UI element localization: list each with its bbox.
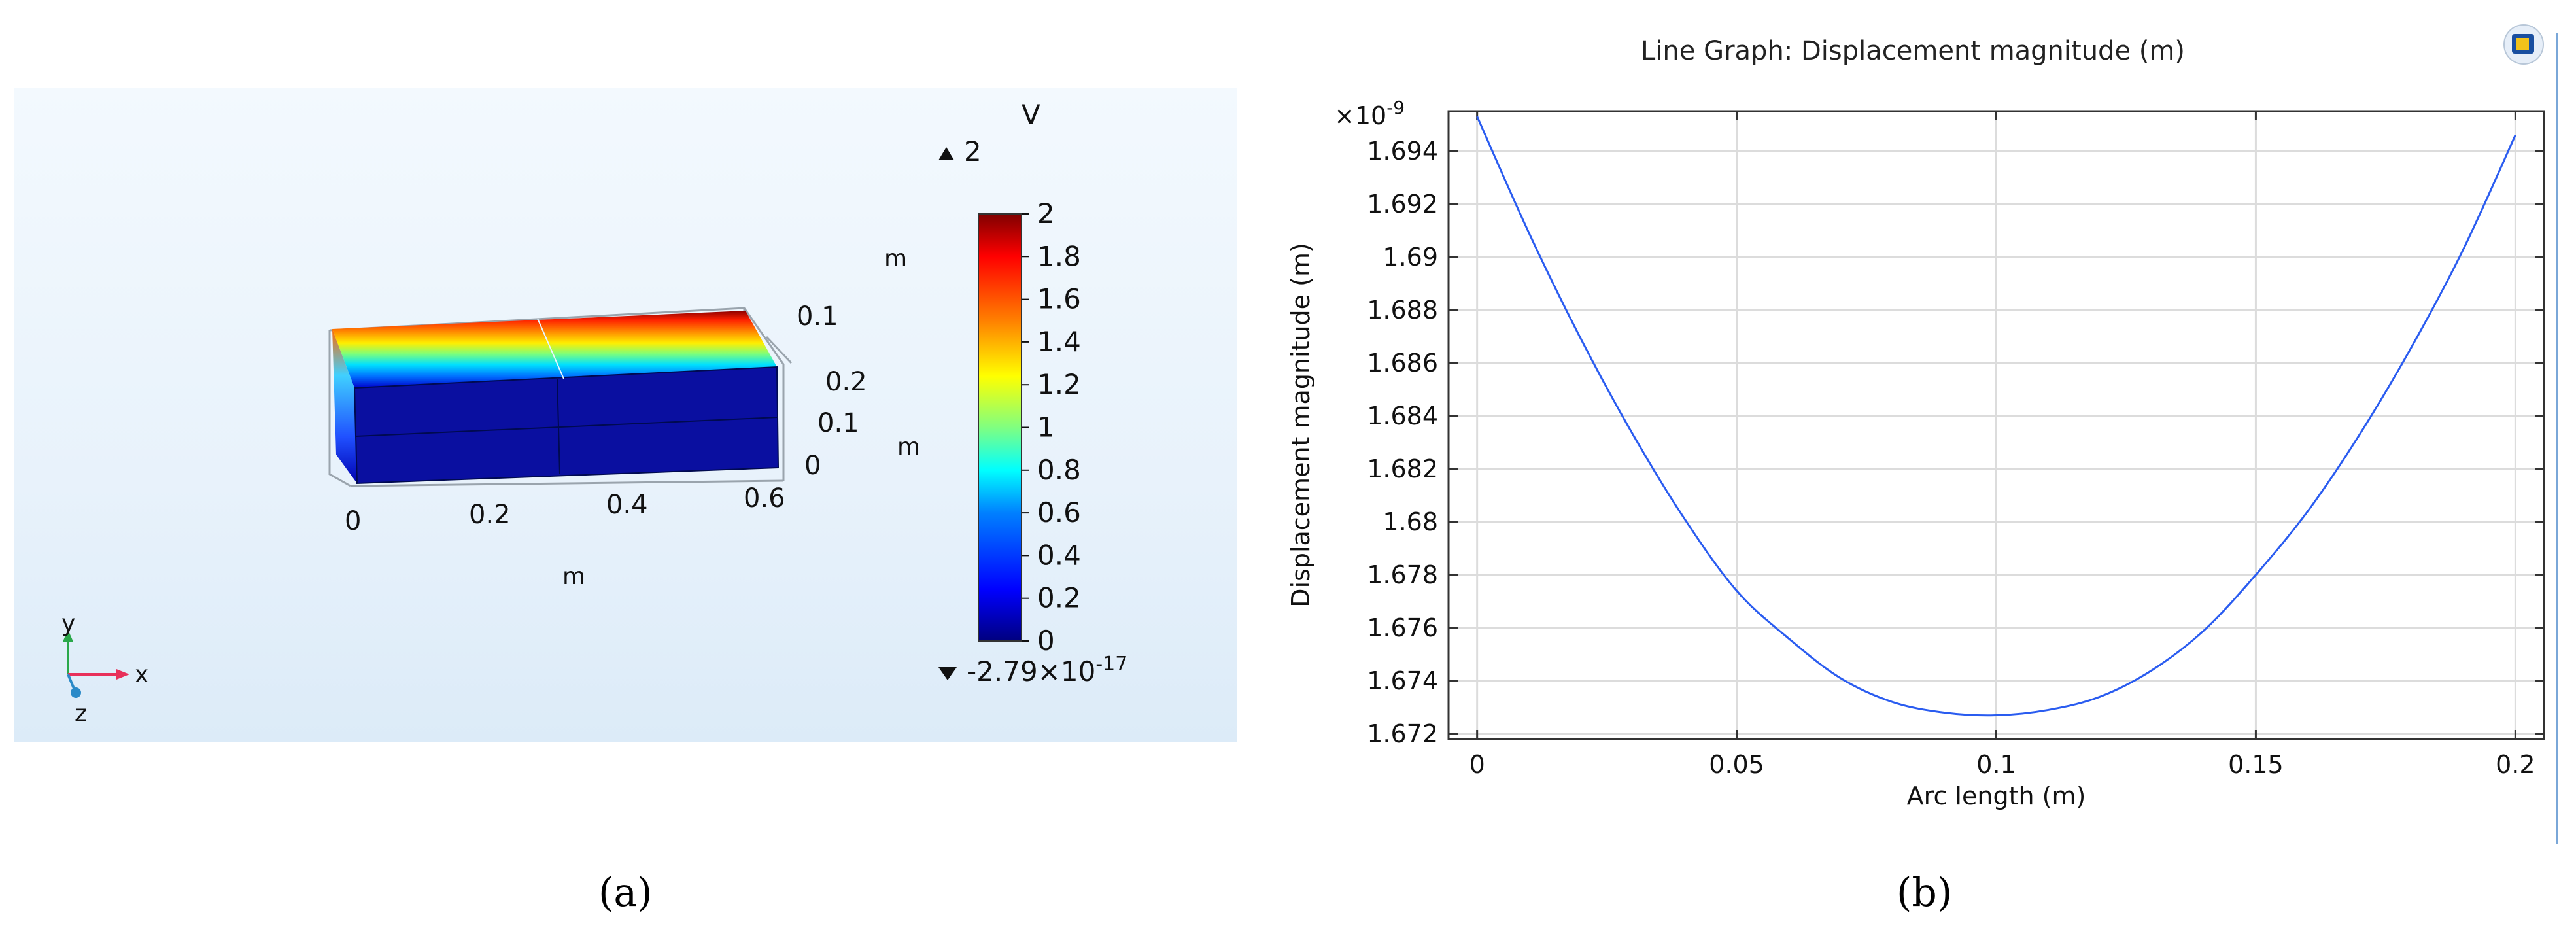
axis-ticks: 0 0.05 0.1 0.15 0.2 1.672 1.674 1.676 1.678 1.68 1… xyxy=(1367,111,2544,779)
z-axis-ticks: 0.1 0.2 m xyxy=(797,245,907,397)
y-axis-ticks: 0 0.1 m xyxy=(804,408,920,481)
y-axis-title: Displacement magnitude (m) xyxy=(1286,243,1315,608)
box-front-face xyxy=(354,367,778,483)
panel-right-border xyxy=(2556,33,2558,844)
y-unit-label: m xyxy=(897,434,920,460)
x-tick-label: 0 xyxy=(1469,750,1485,779)
colorbar-tick-label: 1.6 xyxy=(1037,283,1081,315)
colorbar-tick-label: 1 xyxy=(1037,411,1055,443)
triad-x-label: x xyxy=(135,661,148,688)
x-tick-label: 0.05 xyxy=(1709,750,1764,779)
x-tick-label: 0.4 xyxy=(606,490,648,520)
x-tick-label: 0.2 xyxy=(2496,750,2535,779)
min-triangle-icon xyxy=(938,667,957,680)
triad-z-label: z xyxy=(75,700,87,727)
z-tick-label: 0.1 xyxy=(797,302,838,332)
max-triangle-icon xyxy=(938,147,954,160)
z-unit-label: m xyxy=(884,245,907,272)
colorbar-tick-label: 1.2 xyxy=(1037,368,1081,400)
x-axis-ticks: 0 0.2 0.4 0.6 m xyxy=(345,483,785,590)
colorbar-ticks: 2 1.8 1.6 1.4 1.2 1 0.8 0.6 0.4 0.2 0 xyxy=(1022,198,1081,657)
y-multiplier: ×10-9 xyxy=(1334,97,1405,130)
colorbar xyxy=(978,213,1022,642)
y-tick-label: 1.688 xyxy=(1367,296,1438,324)
colorbar-min-value: -2.79×10-17 xyxy=(967,653,1127,687)
colorbar-tick-label: 0.6 xyxy=(1037,496,1081,528)
colorbar-tick-label: 1.4 xyxy=(1037,326,1081,358)
y-tick-label: 1.69 xyxy=(1382,243,1438,271)
triad-y-label: y xyxy=(61,610,75,637)
caption-a: (a) xyxy=(598,870,653,916)
z-tick-label: 0.2 xyxy=(825,367,867,397)
y-tick-label: 1.676 xyxy=(1367,614,1438,642)
line-chart: 0 0.05 0.1 0.15 0.2 1.672 1.674 1.676 1.678 1.68 1… xyxy=(1286,97,2545,810)
box-top-face xyxy=(332,311,777,388)
color-legend: V 2 2 1.8 1.6 1.4 1.2 1 0.8 0.6 0.4 0.2 0 -2.79×10… xyxy=(938,99,1127,687)
series-line xyxy=(1476,116,2516,717)
y-tick-label: 1.684 xyxy=(1367,402,1438,430)
line-graph-panel: Line Graph: Displacement magnitude (m) 0… xyxy=(1269,20,2576,850)
series-layer xyxy=(1476,116,2516,717)
x-tick-label: 0.1 xyxy=(1976,750,2016,779)
graph-title: Line Graph: Displacement magnitude (m) xyxy=(1641,36,2185,66)
y-tick-label: 1.672 xyxy=(1367,719,1438,748)
box-left-face xyxy=(332,329,357,483)
y-tick-label: 1.674 xyxy=(1367,666,1438,695)
colorbar-tick-label: 1.8 xyxy=(1037,240,1081,272)
colorbar-tick-label: 0.4 xyxy=(1037,539,1081,571)
axis-triad: y x z xyxy=(61,610,148,727)
colorbar-max-value: 2 xyxy=(964,135,982,167)
y-tick-label: 1.68 xyxy=(1382,508,1438,536)
x-axis-title: Arc length (m) xyxy=(1907,782,2086,810)
y-tick-label: 1.678 xyxy=(1367,561,1438,589)
box-edges xyxy=(353,366,780,485)
y-tick-label: 1.692 xyxy=(1367,190,1438,218)
app-logo-icon xyxy=(2503,24,2544,65)
y-tick-label: 1.682 xyxy=(1367,455,1438,483)
colorbar-tick-label: 2 xyxy=(1037,198,1055,230)
y-tick-label: 0 xyxy=(804,451,821,481)
y-tick-label: 1.694 xyxy=(1367,137,1438,165)
y-tick-label: 1.686 xyxy=(1367,349,1438,377)
x-tick-label: 0.2 xyxy=(469,500,511,530)
x-tick-label: 0.6 xyxy=(744,483,785,513)
x-unit-label: m xyxy=(562,563,585,590)
3d-scene: 0 0.2 0.4 0.6 m 0 0.1 m 0.1 0.2 m V 2 2 1… xyxy=(61,99,1127,727)
top-mesh-line xyxy=(537,318,564,379)
x-tick-label: 0.15 xyxy=(2228,750,2284,779)
grid-lines xyxy=(1449,111,2544,739)
caption-b: (b) xyxy=(1897,870,1953,916)
colorbar-tick-label: 0.8 xyxy=(1037,454,1081,486)
potential-3d-view: 0 0.2 0.4 0.6 m 0 0.1 m 0.1 0.2 m V 2 2 1… xyxy=(14,88,1237,742)
colorbar-tick-label: 0 xyxy=(1037,625,1055,657)
y-tick-label: 0.1 xyxy=(817,408,859,438)
colorbar-unit: V xyxy=(1022,99,1040,131)
x-tick-label: 0 xyxy=(345,506,361,536)
colorbar-tick-label: 0.2 xyxy=(1037,582,1081,614)
